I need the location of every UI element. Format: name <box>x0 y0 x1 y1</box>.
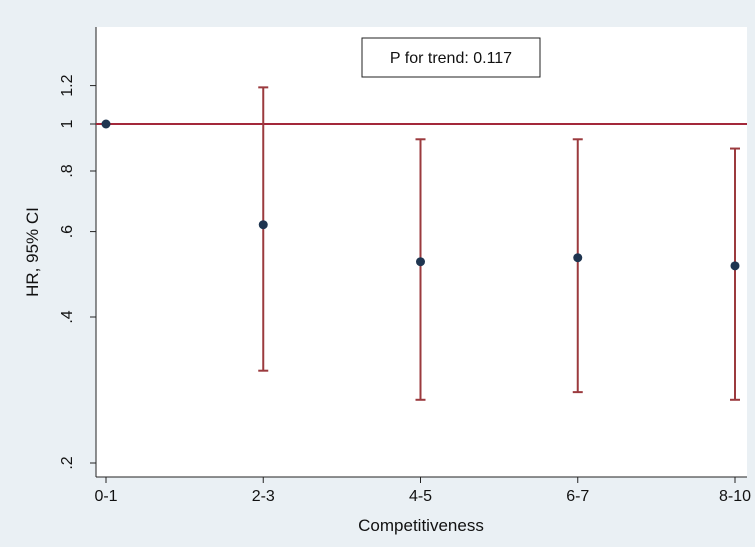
x-axis-ticks: 0-1 2-3 4-5 6-7 8-10 <box>94 477 751 505</box>
x-tick-label: 2-3 <box>252 488 275 505</box>
x-tick-label: 6-7 <box>566 488 589 505</box>
data-point <box>258 220 268 230</box>
data-point <box>101 119 111 129</box>
x-tick-label: 8-10 <box>719 488 751 505</box>
y-axis-ticks: .2 .4 .6 .8 1 1.2 <box>59 74 96 470</box>
annotation-box: P for trend: 0.117 <box>361 37 541 78</box>
x-axis-title: Competitiveness <box>358 516 484 535</box>
y-tick-label: .6 <box>59 225 76 238</box>
data-point <box>573 253 583 263</box>
y-tick-label: 1 <box>59 119 76 128</box>
y-tick-label: .8 <box>59 164 76 177</box>
data-point <box>730 261 740 271</box>
x-tick-label: 4-5 <box>409 488 432 505</box>
annotation-frame <box>361 37 541 78</box>
y-axis-title: HR, 95% CI <box>23 207 42 297</box>
data-point <box>416 257 425 267</box>
trend-annotation: P for trend: 0.117 <box>390 50 512 67</box>
point-markers <box>101 119 740 271</box>
x-tick-label: 0-1 <box>94 488 117 505</box>
y-tick-label: 1.2 <box>59 74 76 96</box>
y-tick-label: .2 <box>59 456 76 469</box>
y-tick-label: .4 <box>59 310 76 323</box>
